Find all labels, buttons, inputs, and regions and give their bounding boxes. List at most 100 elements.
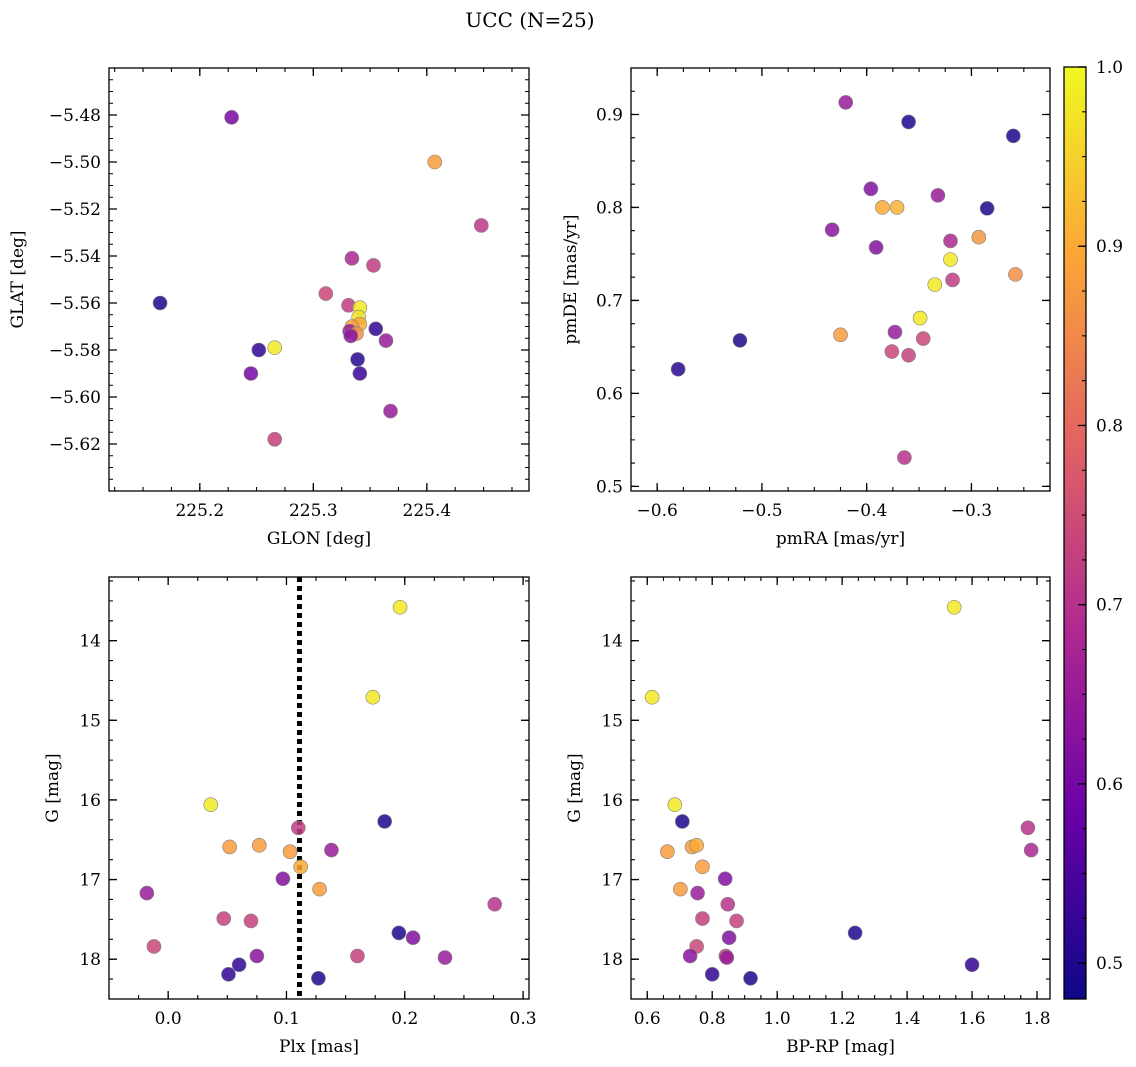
scatter-point [717, 871, 733, 887]
y-axis-label: pmDE [mas/yr] [561, 214, 581, 344]
ticks [108, 577, 529, 1000]
scatter-point [275, 871, 291, 887]
x-tick-label: 0.8 [699, 1009, 726, 1029]
scatter-point [203, 797, 219, 813]
y-tick-label: 0.9 [596, 105, 623, 125]
x-tick-label: 225.3 [289, 501, 338, 521]
scatter-point [695, 911, 710, 926]
scatter-points [670, 95, 1023, 465]
x-axis-label: Plx [mas] [279, 1037, 359, 1057]
x-tick-label: 0.6 [634, 1009, 661, 1029]
scatter-point [945, 272, 960, 288]
scatter-point [1020, 820, 1036, 836]
scatter-point [267, 431, 283, 447]
scatter-point [251, 342, 267, 358]
x-tick-label: 1.8 [1023, 1009, 1050, 1029]
scatter-point [729, 913, 744, 929]
scatter-point [221, 967, 236, 982]
x-tick-label: 0.2 [391, 1009, 418, 1029]
scatter-point [721, 930, 737, 945]
x-tick-label: −0.6 [637, 501, 678, 521]
scatter-points [139, 599, 502, 986]
scatter-point [343, 328, 359, 344]
scatter-point [383, 403, 398, 419]
scatter-point [838, 95, 854, 110]
scatter-point [927, 277, 943, 292]
scatter-point [704, 967, 720, 982]
y-tick-label: 14 [601, 632, 623, 652]
colorbar: 0.5 0.6 0.7 0.8 0.9 1.0 [1063, 58, 1123, 1000]
colorbar-tick-label: 0.5 [1096, 954, 1123, 974]
colorbar-tick-label: 1.0 [1096, 58, 1123, 78]
x-tick-label: 0.3 [510, 1009, 537, 1029]
scatter-point [912, 310, 928, 326]
y-tick-label: −5.48 [49, 106, 101, 126]
y-axis-label: G [mag] [565, 753, 585, 822]
y-tick-label: −5.58 [49, 341, 101, 361]
y-tick-label: 15 [79, 711, 101, 731]
scatter-points [644, 599, 1039, 986]
scatter-point [667, 797, 683, 813]
scatter-point [690, 885, 705, 901]
x-tick-label: −0.3 [951, 501, 992, 521]
scatter-point [231, 957, 247, 973]
scatter-point [673, 881, 688, 897]
scatter-point [293, 859, 308, 875]
scatter-point [833, 327, 848, 343]
scatter-point [682, 948, 698, 964]
y-tick-label: −5.60 [49, 388, 101, 408]
scatter-point [365, 689, 381, 705]
y-tick-label: 16 [79, 791, 101, 811]
y-tick-label: 18 [601, 950, 623, 970]
y-tick-label: 17 [79, 871, 101, 891]
y-tick-label: −5.54 [49, 247, 101, 267]
scatter-point [875, 200, 890, 215]
scatter-point [427, 154, 443, 170]
scatter-point [719, 950, 735, 965]
scatter-point [267, 340, 283, 355]
scatter-point [216, 911, 232, 926]
x-tick-label: −0.5 [741, 501, 782, 521]
x-tick-label: 0.0 [155, 1009, 182, 1029]
y-tick-label: 16 [601, 791, 623, 811]
figure-title: UCC (N=25) [465, 8, 594, 32]
colorbar-tick-label: 0.7 [1096, 596, 1123, 616]
x-tick-label: 1.4 [894, 1009, 921, 1029]
panel-glon-glat: 225.2 225.3 225.4 −5.62 −5.60 −5.58 −5.56 −5.54… [8, 67, 530, 549]
scatter-point [884, 344, 900, 359]
scatter-point [689, 838, 704, 853]
scatter-point [732, 333, 748, 348]
scatter-point [368, 321, 384, 337]
y-tick-label: 0.5 [596, 477, 623, 497]
y-tick-label: 17 [601, 871, 623, 891]
x-tick-label: 1.0 [764, 1009, 791, 1029]
scatter-point [824, 222, 840, 238]
ticks [630, 577, 1050, 1000]
scatter-point [897, 450, 912, 465]
scatter-point [249, 948, 265, 964]
scatter-point [1023, 842, 1039, 858]
x-axis-label: GLON [deg] [267, 529, 371, 549]
y-tick-label: 0.8 [596, 198, 623, 218]
scatter-point [695, 859, 710, 875]
scatter-point [366, 258, 381, 273]
scatter-point [243, 913, 259, 929]
x-tick-label: 225.2 [175, 501, 224, 521]
axes-frame [108, 67, 530, 492]
scatter-point [868, 240, 884, 255]
y-tick-label: −5.52 [49, 200, 101, 220]
scatter-point [152, 295, 168, 311]
scatter-point [887, 324, 903, 340]
y-tick-label: 14 [79, 632, 101, 652]
panel-plx-gmag: 0.0 0.1 0.2 0.3 14 15 16 17 18 Plx [mas] G [mag] [43, 576, 537, 1057]
scatter-point [377, 814, 392, 829]
scatter-point [378, 333, 394, 348]
scatter-point [979, 201, 995, 216]
scatter-point [350, 948, 365, 964]
y-tick-label: 18 [79, 950, 101, 970]
scatter-point [222, 839, 237, 855]
scatter-point [392, 599, 408, 615]
y-tick-label: −5.50 [49, 153, 101, 173]
